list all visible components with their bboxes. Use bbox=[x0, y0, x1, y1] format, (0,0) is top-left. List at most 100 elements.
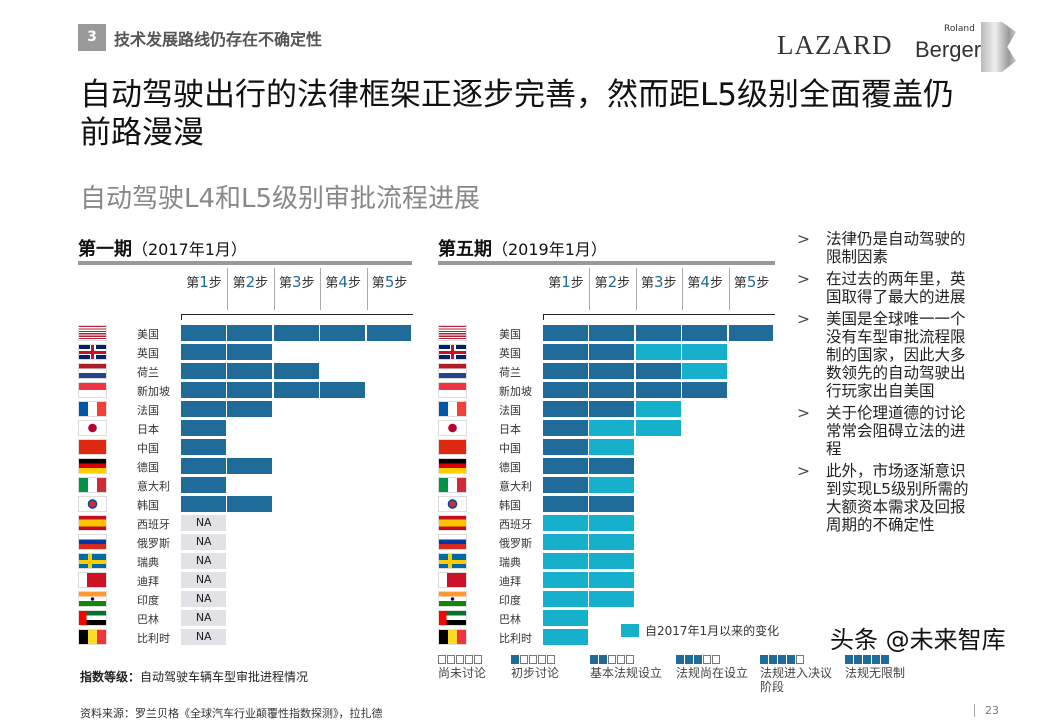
bar-segment-new bbox=[635, 401, 681, 417]
bar-segment bbox=[543, 344, 588, 360]
step-suffix: 步 bbox=[347, 276, 361, 291]
flag-be-icon bbox=[78, 629, 107, 645]
country-label: 印度 bbox=[499, 594, 521, 607]
bar-segment bbox=[589, 401, 635, 417]
scale-legend-item: 法规无限制 bbox=[845, 655, 923, 680]
scale-box bbox=[881, 655, 889, 664]
bar-segment bbox=[320, 325, 366, 341]
flag-in-icon bbox=[78, 591, 107, 607]
country-label: 瑞典 bbox=[499, 556, 521, 569]
bar-segment-new bbox=[543, 610, 588, 626]
scale-box bbox=[854, 655, 862, 664]
country-label: 新加坡 bbox=[137, 385, 170, 398]
axis-bracket bbox=[181, 314, 413, 320]
panel-period: 第一期 bbox=[78, 239, 132, 260]
bullet-item: 此外，市场逐渐意识到实现L5级别所需的大额资本需求及回报周期的不确定性 bbox=[797, 462, 977, 534]
step-suffix: 步 bbox=[663, 276, 677, 291]
bar-segment bbox=[543, 401, 588, 417]
scale-box bbox=[511, 655, 519, 664]
scale-box bbox=[863, 655, 871, 664]
scale-legend-item: 法规尚在设立 bbox=[676, 655, 754, 680]
step-prefix: 第 bbox=[325, 276, 339, 291]
scale-box bbox=[796, 655, 804, 664]
country-label: 迪拜 bbox=[137, 575, 159, 588]
step-suffix: 步 bbox=[756, 276, 770, 291]
bar-segment bbox=[227, 382, 273, 398]
step-divider bbox=[635, 268, 637, 310]
bar-segment bbox=[181, 439, 226, 455]
scale-label: 法规尚在设立 bbox=[676, 666, 749, 680]
flag-es-icon bbox=[438, 515, 467, 531]
flag-bh-icon bbox=[78, 572, 107, 588]
country-label: 西班牙 bbox=[137, 518, 170, 531]
bar-segment-new bbox=[589, 515, 635, 531]
panel-period: 第五期 bbox=[438, 239, 492, 260]
scale-box bbox=[538, 655, 546, 664]
bar-segment-new bbox=[589, 591, 635, 607]
scale-box bbox=[547, 655, 555, 664]
bar-segment bbox=[181, 477, 226, 493]
change-swatch bbox=[621, 624, 639, 637]
step-number: 3 bbox=[654, 273, 664, 291]
step-prefix: 第 bbox=[641, 276, 655, 291]
scale-box bbox=[447, 655, 455, 664]
flag-fr-icon bbox=[78, 401, 107, 417]
bar-segment bbox=[543, 382, 588, 398]
bar-segment bbox=[181, 344, 226, 360]
step-header: 第1步 bbox=[181, 272, 227, 291]
panel-divider bbox=[78, 261, 412, 265]
flag-be-icon bbox=[438, 629, 467, 645]
scale-box bbox=[760, 655, 768, 664]
panel-title: 第一期（2017年1月） bbox=[78, 235, 247, 261]
step-divider bbox=[728, 268, 730, 310]
scale-boxes-icon bbox=[845, 655, 923, 664]
step-header: 第4步 bbox=[320, 272, 366, 291]
flag-uk-icon bbox=[78, 344, 107, 360]
step-suffix: 步 bbox=[394, 276, 408, 291]
bar-segment bbox=[181, 363, 226, 379]
country-label: 韩国 bbox=[137, 499, 159, 512]
scale-box bbox=[694, 655, 702, 664]
bar-segment bbox=[181, 382, 226, 398]
country-label: 日本 bbox=[137, 423, 159, 436]
scale-box bbox=[787, 655, 795, 664]
change-legend-label: 自2017年1月以来的变化 bbox=[645, 624, 780, 638]
na-cell: NA bbox=[181, 610, 227, 626]
scale-box bbox=[465, 655, 473, 664]
bar-segment bbox=[181, 325, 226, 341]
country-label: 比利时 bbox=[137, 632, 170, 645]
bar-segment bbox=[543, 439, 588, 455]
flag-bh-icon bbox=[438, 572, 467, 588]
step-suffix: 步 bbox=[617, 276, 631, 291]
country-label: 瑞典 bbox=[137, 556, 159, 569]
step-prefix: 第 bbox=[186, 276, 200, 291]
panel-date: （2017年1月） bbox=[132, 240, 247, 259]
step-number: 2 bbox=[607, 273, 618, 291]
bar-segment-new bbox=[589, 534, 635, 550]
flag-fr-icon bbox=[438, 401, 467, 417]
flag-uk-icon bbox=[438, 344, 467, 360]
index-label: 指数等级： bbox=[80, 670, 141, 684]
flag-jp-icon bbox=[78, 420, 107, 436]
page-number: 23 bbox=[974, 704, 999, 717]
page-title: 自动驾驶出行的法律框架正逐步完善，然而距L5级别全面覆盖仍前路漫漫 bbox=[80, 77, 954, 151]
step-header: 第2步 bbox=[227, 272, 273, 291]
bar-segment bbox=[181, 420, 226, 436]
country-label: 巴林 bbox=[137, 613, 159, 626]
bar-segment bbox=[589, 382, 635, 398]
flag-jp-icon bbox=[438, 420, 467, 436]
bullet-item: 关于伦理道德的讨论常常会阻碍立法的进程 bbox=[797, 404, 977, 458]
step-prefix: 第 bbox=[279, 276, 293, 291]
scale-boxes-icon bbox=[438, 655, 516, 664]
na-cell: NA bbox=[181, 572, 227, 588]
step-number: 5 bbox=[746, 273, 757, 291]
bar-segment-new bbox=[589, 572, 635, 588]
bar-segment bbox=[589, 363, 635, 379]
na-cell: NA bbox=[181, 629, 227, 645]
scale-legend-item: 初步讨论 bbox=[511, 655, 589, 680]
axis-bracket bbox=[543, 314, 775, 320]
flag-it-icon bbox=[78, 477, 107, 493]
bar-segment-new bbox=[635, 420, 681, 436]
bar-segment bbox=[589, 325, 635, 341]
flag-us-icon bbox=[438, 325, 467, 341]
